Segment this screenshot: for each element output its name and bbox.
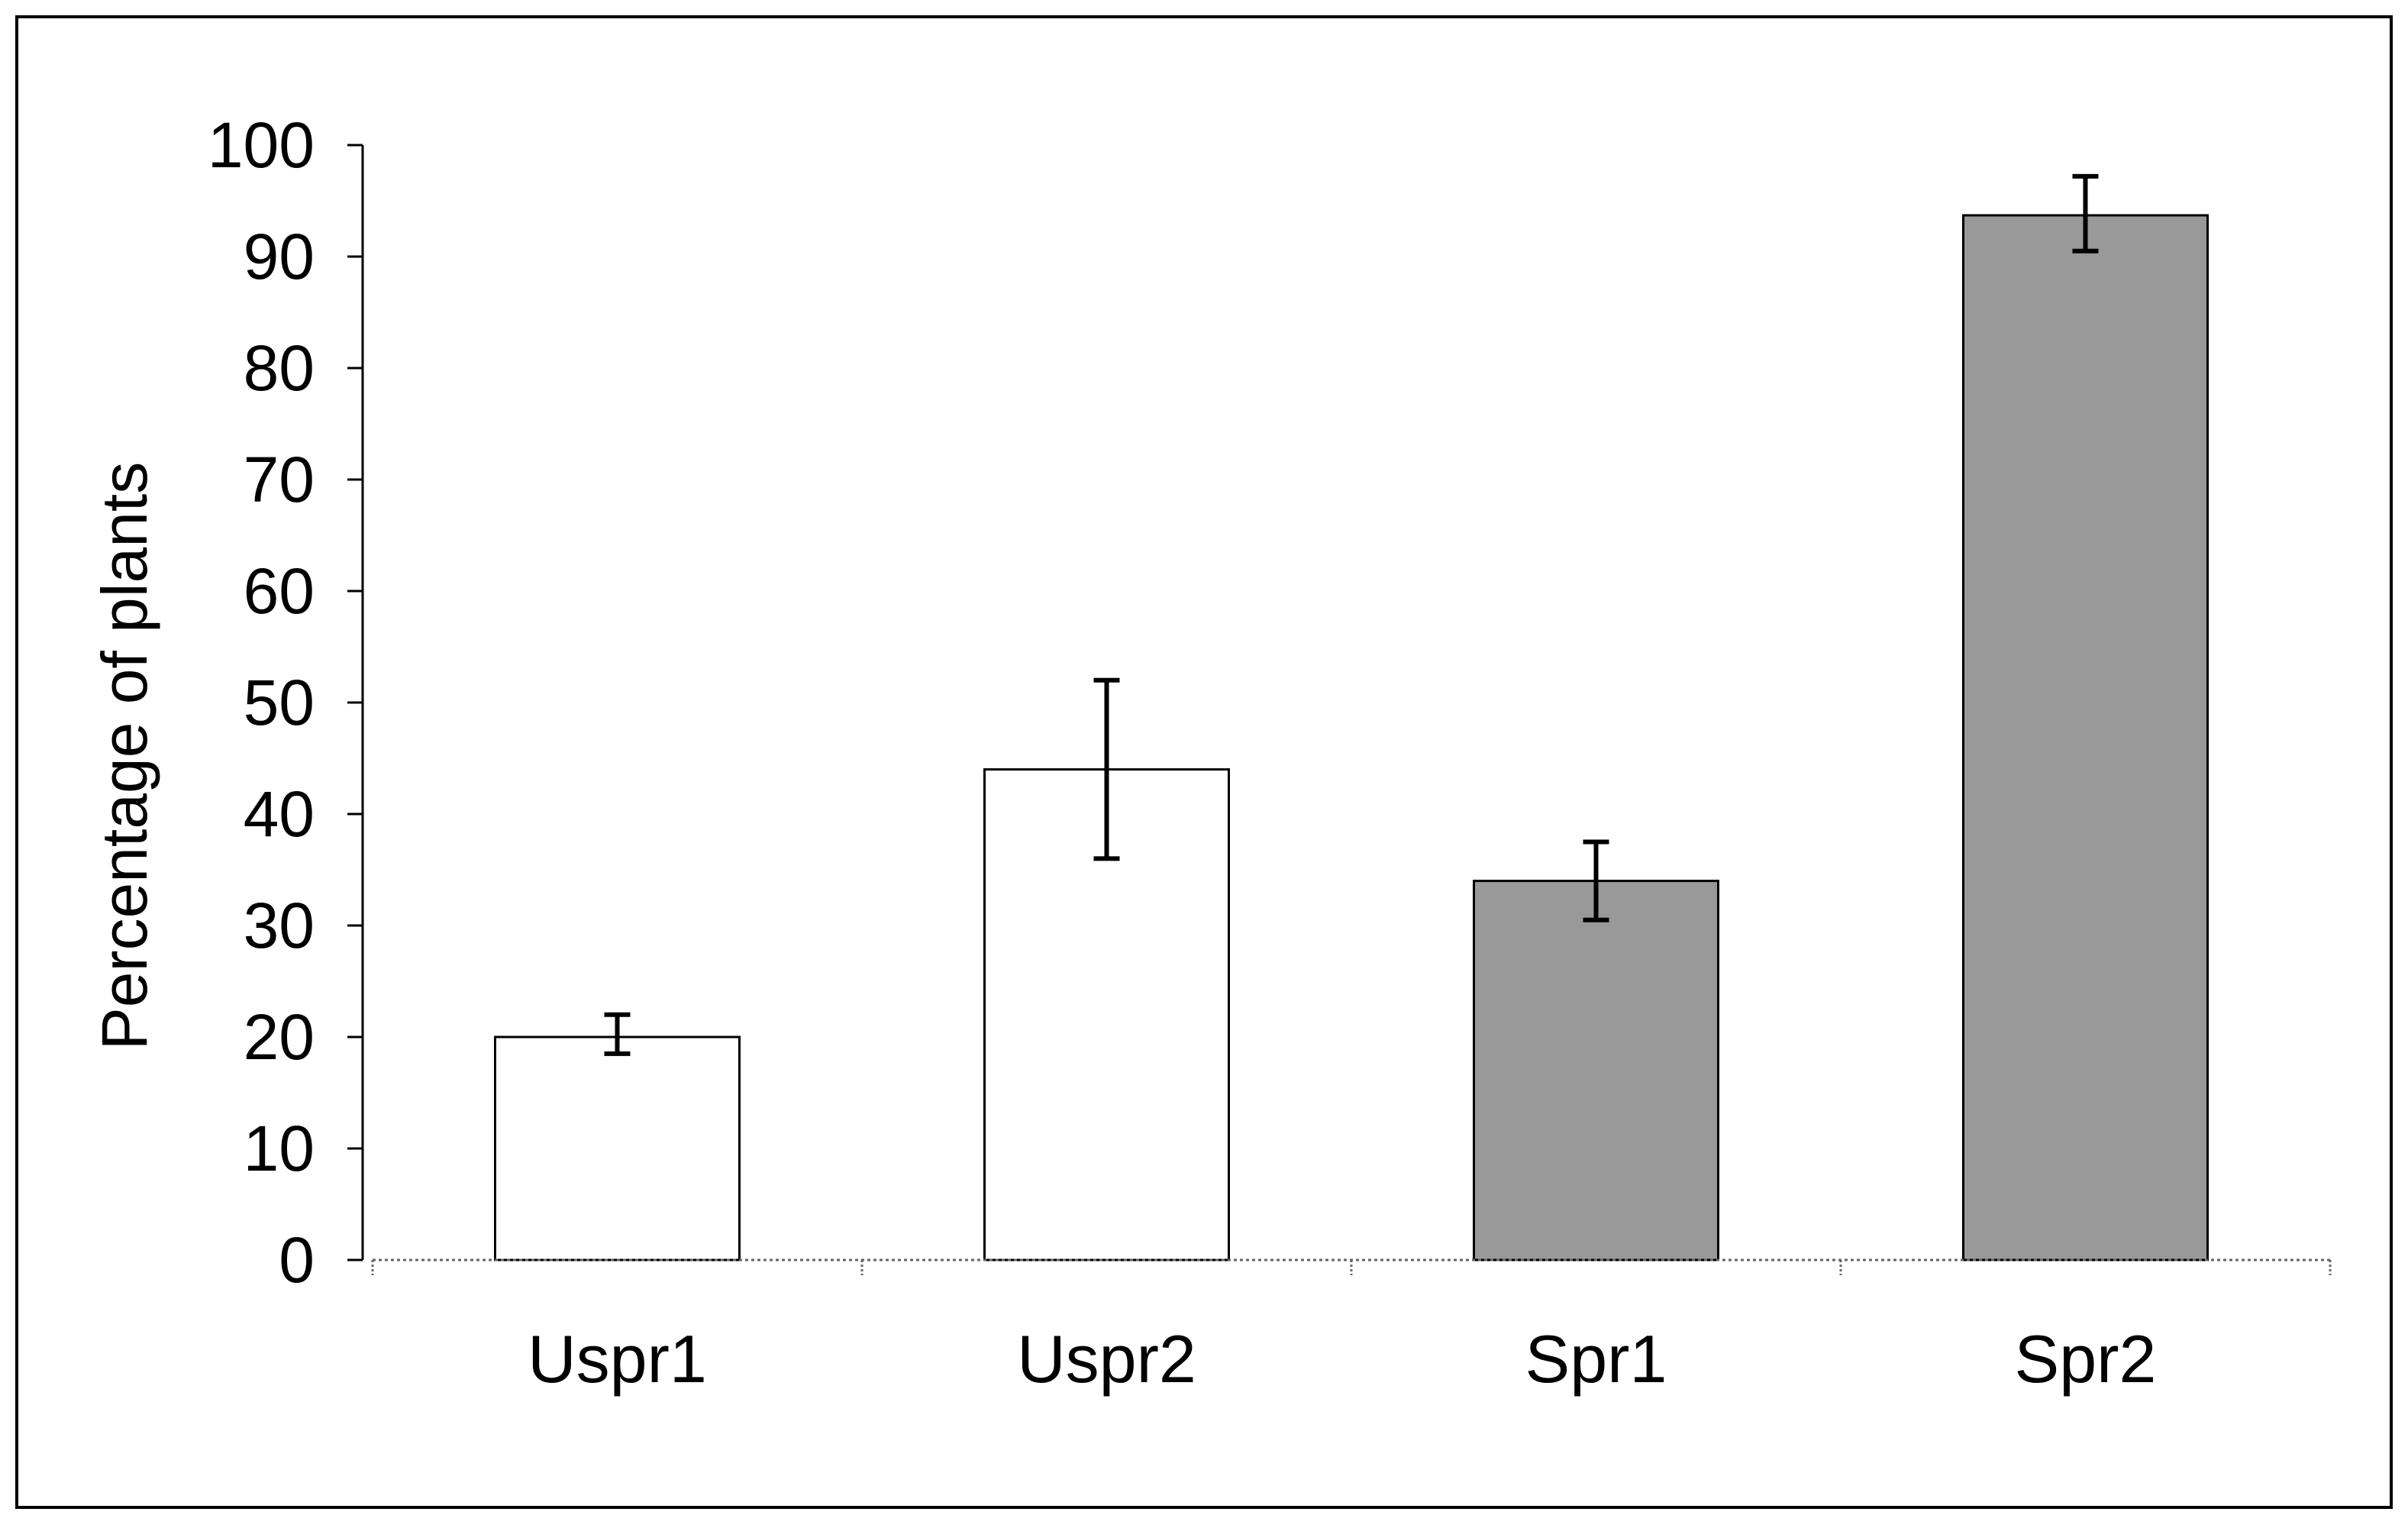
bar-spr2 <box>1962 214 2209 1261</box>
x-tick-label-uspr2: Uspr2 <box>1017 1321 1196 1397</box>
y-tick-label-50: 50 <box>244 667 315 738</box>
y-tick-label-20: 20 <box>244 1001 315 1073</box>
x-tick-label-uspr1: Uspr1 <box>528 1321 707 1397</box>
x-tick-label-spr1: Spr1 <box>1525 1321 1667 1397</box>
labels-layer: 0 10 20 30 40 50 60 70 80 90 100 Uspr1 Uspr2 Spr1 Spr2 <box>208 109 2157 1397</box>
y-tick-label-40: 40 <box>244 778 315 850</box>
axes-layer <box>347 144 2332 1275</box>
y-tick-label-80: 80 <box>244 332 315 404</box>
y-tick-label-100: 100 <box>208 109 315 181</box>
bars-layer <box>494 173 2209 1261</box>
y-tick-label-30: 30 <box>244 890 315 961</box>
y-tick-label-0: 0 <box>279 1224 315 1296</box>
y-tick-label-70: 70 <box>244 444 315 515</box>
y-tick-label-60: 60 <box>244 555 315 627</box>
y-tick-label-10: 10 <box>244 1113 315 1184</box>
x-tick-label-spr2: Spr2 <box>2015 1321 2157 1397</box>
bar-uspr1 <box>494 1035 741 1261</box>
y-axis-title: Percentage of plants <box>89 462 160 1051</box>
y-tick-label-90: 90 <box>244 221 315 292</box>
bar-spr1 <box>1473 880 1719 1261</box>
